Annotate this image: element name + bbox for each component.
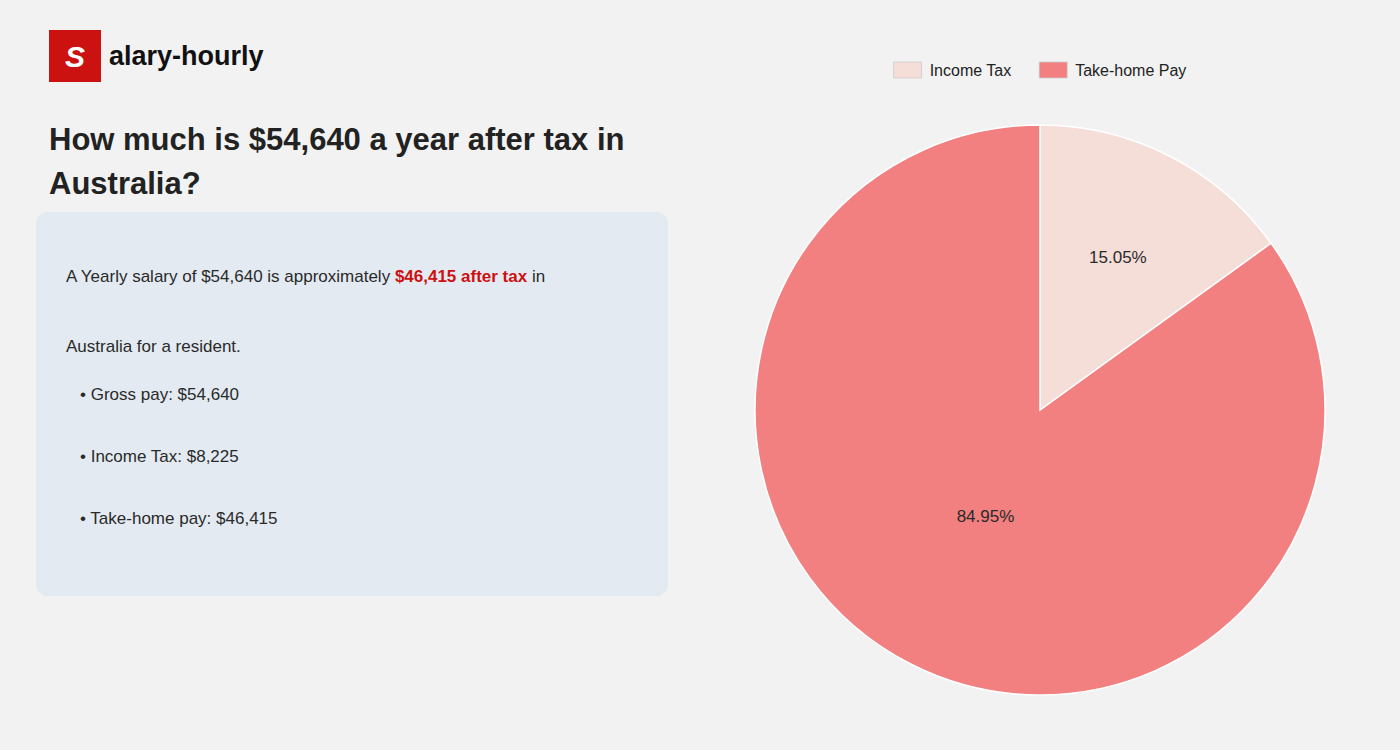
- legend-item: Take-home Pay: [1039, 62, 1186, 79]
- legend-label: Take-home Pay: [1075, 62, 1186, 79]
- info-highlight: $46,415 after tax: [395, 267, 528, 286]
- title: How much is $54,640 a year after tax in A…: [49, 122, 625, 201]
- text-panel: Salary-hourly How much is $54,640 a year …: [36, 30, 668, 596]
- info-text: Australia for a resident.: [66, 337, 241, 356]
- logo-letter: S: [65, 40, 85, 73]
- legend-label: Income Tax: [930, 62, 1012, 79]
- data-labels: 15.05% 84.95%: [957, 248, 1147, 526]
- legend: Income Tax Take-home Pay: [894, 62, 1187, 79]
- info-text-part: A Yearly salary of $54,640 is approximat…: [66, 267, 395, 286]
- legend-swatch: [1039, 62, 1067, 78]
- logo-text: alary-hourly: [109, 41, 264, 71]
- bullet-item: • Gross pay: $54,640: [80, 385, 239, 404]
- pie-slice: [755, 125, 1325, 695]
- chart: Salary-hourly How much is $54,640 a year …: [0, 0, 1400, 750]
- data-label: 15.05%: [1089, 248, 1147, 267]
- bullet-item: • Income Tax: $8,225: [80, 447, 239, 466]
- title-line: How much is $54,640 a year after tax in: [49, 122, 625, 157]
- background: [0, 0, 1400, 750]
- data-label: 84.95%: [957, 507, 1015, 526]
- legend-item: Income Tax: [894, 62, 1012, 79]
- bullet-item: • Take-home pay: $46,415: [80, 509, 278, 528]
- legend-swatch: [894, 62, 922, 78]
- info-box: [36, 212, 668, 596]
- logo-box: [49, 30, 101, 82]
- info-text: A Yearly salary of $54,640 is approximat…: [66, 267, 545, 286]
- info-text-part: in: [527, 267, 545, 286]
- title-line: Australia?: [49, 166, 201, 201]
- pie: [755, 125, 1325, 695]
